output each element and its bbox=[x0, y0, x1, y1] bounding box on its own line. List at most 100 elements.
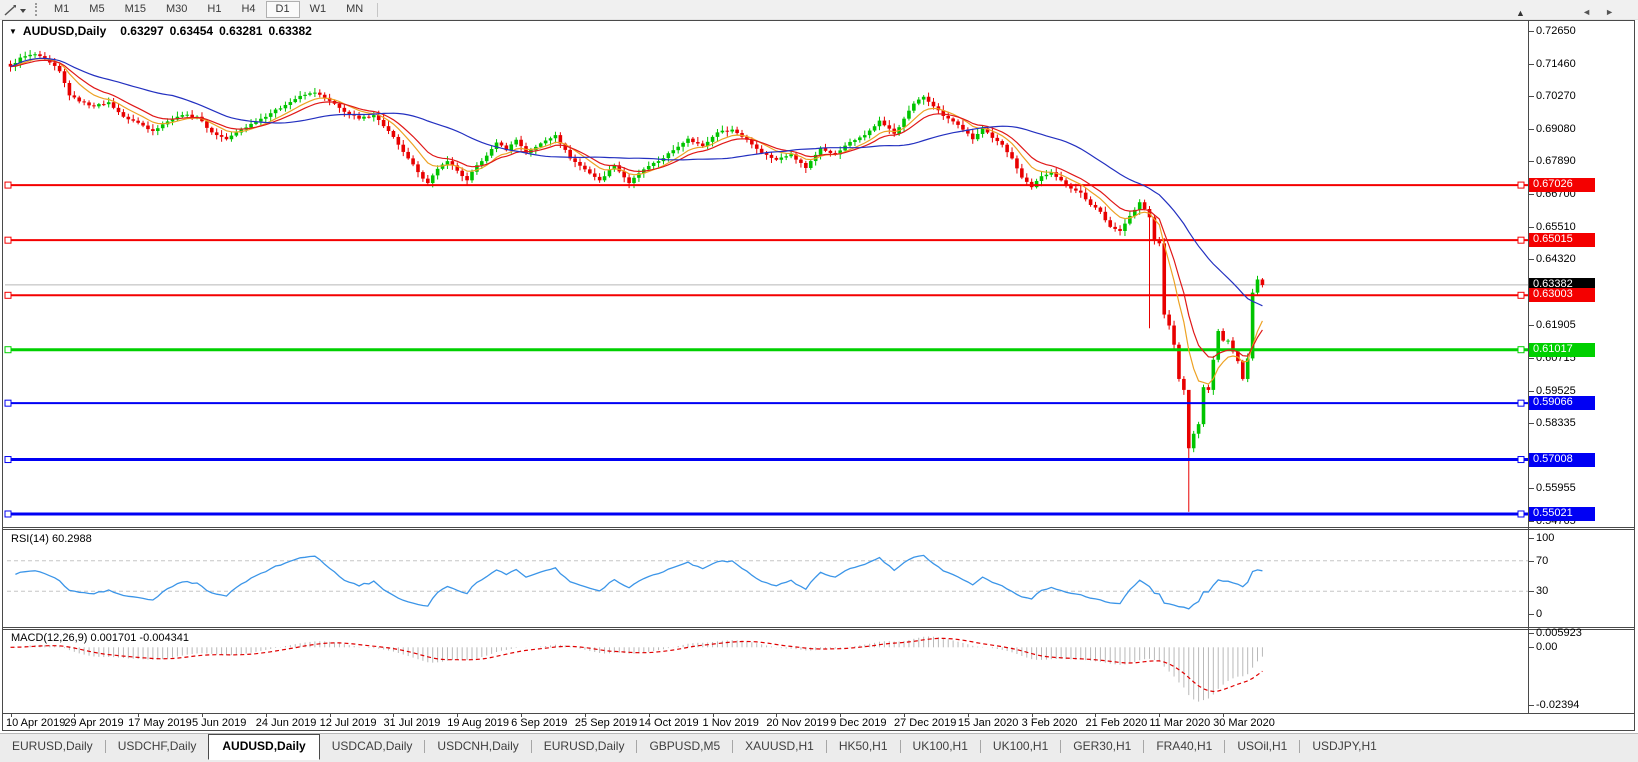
tab-4-usdcnh-daily[interactable]: USDCNH,Daily bbox=[437, 739, 519, 753]
tab-3-usdcad-daily[interactable]: USDCAD,Daily bbox=[331, 739, 413, 753]
candlestick-chart[interactable] bbox=[3, 21, 1528, 526]
candle-body bbox=[966, 129, 970, 134]
candle-body bbox=[1010, 152, 1014, 159]
timeframe-button-h4[interactable]: H4 bbox=[241, 3, 256, 15]
timeframe-button-d1[interactable]: D1 bbox=[265, 1, 300, 18]
line-drag-handle[interactable] bbox=[4, 181, 12, 189]
tab-2-audusd-daily[interactable]: AUDUSD,Daily bbox=[208, 734, 320, 760]
candle-body bbox=[386, 126, 391, 131]
candle-body bbox=[1206, 387, 1211, 390]
tab-8-hk50-h1[interactable]: HK50,H1 bbox=[838, 739, 888, 753]
line-drag-handle[interactable] bbox=[1517, 346, 1525, 354]
line-drag-handle[interactable] bbox=[1517, 399, 1525, 407]
candle-body bbox=[980, 128, 985, 134]
macd-indicator-chart[interactable] bbox=[3, 630, 1528, 712]
candle-body bbox=[97, 104, 101, 107]
timeframe-button-m5[interactable]: M5 bbox=[89, 3, 105, 15]
candle-body bbox=[1172, 325, 1176, 345]
price-tick-mark bbox=[1528, 96, 1534, 98]
price-tick-mark bbox=[1528, 63, 1534, 65]
price-tick-mark bbox=[1528, 259, 1534, 261]
candle-body bbox=[43, 56, 47, 59]
tab-12-fra40-h1[interactable]: FRA40,H1 bbox=[1156, 739, 1213, 753]
candle-body bbox=[583, 165, 587, 170]
tab-5-eurusd-daily[interactable]: EURUSD,Daily bbox=[543, 739, 625, 753]
candle-body bbox=[136, 120, 140, 123]
price-axis-arrow-icon[interactable]: ▲ bbox=[1516, 8, 1525, 18]
line-drag-handle[interactable] bbox=[4, 236, 12, 244]
line-drag-handle[interactable] bbox=[1517, 456, 1525, 464]
ohlc-open: 0.63297 bbox=[120, 24, 164, 38]
candle-body bbox=[691, 138, 695, 143]
candle-body bbox=[77, 97, 82, 102]
rsi-tick-label: 70 bbox=[1536, 554, 1549, 567]
price-tick-label: 0.58335 bbox=[1536, 417, 1576, 430]
candle-body bbox=[509, 144, 514, 151]
panel-divider-main-rsi[interactable] bbox=[3, 527, 1634, 528]
toolbar-grip-handle bbox=[35, 3, 39, 16]
line-drag-handle[interactable] bbox=[1517, 236, 1525, 244]
fast-ma-line bbox=[10, 57, 1263, 385]
tab-13-usoil-h1[interactable]: USOil,H1 bbox=[1237, 739, 1288, 753]
line-drag-handle[interactable] bbox=[4, 510, 12, 518]
candle-body bbox=[224, 136, 229, 140]
line-drag-handle[interactable] bbox=[1517, 510, 1525, 518]
date-tick-mark bbox=[265, 713, 267, 717]
tab-14-usdjpy-h1[interactable]: USDJPY,H1 bbox=[1312, 739, 1377, 753]
candle-body bbox=[1049, 172, 1054, 175]
candle-body bbox=[126, 116, 131, 120]
line-drag-handle[interactable] bbox=[4, 399, 12, 407]
tab-10-uk100-h1[interactable]: UK100,H1 bbox=[992, 739, 1049, 753]
tab-1-usdchf-daily[interactable]: USDCHF,Daily bbox=[117, 739, 197, 753]
panel-divider-rsi-macd[interactable] bbox=[3, 627, 1634, 628]
cursor-tool-dropdown[interactable] bbox=[1, 2, 30, 18]
line-drag-handle[interactable] bbox=[1517, 291, 1525, 299]
date-tick-mark bbox=[776, 713, 778, 717]
tab-scroll-left-icon[interactable]: ◄ bbox=[1582, 7, 1606, 17]
x-axis-date-label: 24 Jun 2019 bbox=[255, 717, 317, 729]
symbol-tab-bar: EURUSD,Daily USDCHF,Daily AUDUSD,Daily USDC… bbox=[0, 733, 1638, 762]
candle-body bbox=[38, 54, 42, 57]
candle-body bbox=[887, 125, 892, 129]
candle-body bbox=[209, 127, 214, 133]
rsi-indicator-chart[interactable] bbox=[3, 530, 1528, 626]
tab-separator bbox=[636, 740, 638, 753]
tab-separator bbox=[1060, 740, 1062, 753]
candle-body bbox=[1255, 279, 1260, 293]
candle-body bbox=[293, 99, 298, 103]
candle-body bbox=[1074, 188, 1078, 191]
line-drag-handle[interactable] bbox=[4, 291, 12, 299]
tab-7-xauusd-h1[interactable]: XAUUSD,H1 bbox=[745, 739, 814, 753]
timeframe-button-w1[interactable]: W1 bbox=[309, 3, 327, 15]
candle-body bbox=[141, 122, 145, 126]
candle-body bbox=[219, 135, 224, 137]
timeframe-button-m30[interactable]: M30 bbox=[165, 3, 188, 15]
chart-title-marker-icon[interactable]: ▼ bbox=[9, 27, 17, 36]
tab-9-uk100-h1[interactable]: UK100,H1 bbox=[912, 739, 968, 753]
candle-body bbox=[185, 114, 190, 116]
x-axis-date-label: 1 Nov 2019 bbox=[702, 717, 759, 729]
candle-body bbox=[1098, 207, 1103, 212]
x-axis-date-label: 27 Dec 2019 bbox=[894, 717, 957, 729]
price-line-badge: 0.63003 bbox=[1529, 288, 1595, 303]
tab-scroll-right-icon[interactable]: ► bbox=[1605, 7, 1628, 17]
tab-11-ger30-h1[interactable]: GER30,H1 bbox=[1073, 739, 1132, 753]
candle-body bbox=[1000, 141, 1005, 145]
timeframe-button-mn[interactable]: MN bbox=[346, 3, 364, 15]
candle-body bbox=[475, 165, 479, 172]
candle-body bbox=[1123, 223, 1127, 231]
timeframe-button-h1[interactable]: H1 bbox=[207, 3, 222, 15]
tab-6-gbpusd-m5[interactable]: GBPUSD,M5 bbox=[649, 739, 721, 753]
line-drag-handle[interactable] bbox=[1517, 181, 1525, 189]
line-drag-handle[interactable] bbox=[4, 346, 12, 354]
timeframe-button-m15[interactable]: M15 bbox=[124, 3, 146, 15]
candle-body bbox=[406, 151, 410, 159]
tab-0-eurusd-daily[interactable]: EURUSD,Daily bbox=[12, 739, 93, 753]
x-axis-date-label: 12 Jul 2019 bbox=[319, 717, 377, 729]
timeframe-button-m1[interactable]: M1 bbox=[54, 3, 70, 15]
rsi-tick-mark bbox=[1528, 560, 1534, 562]
candle-body bbox=[867, 130, 872, 136]
line-drag-handle[interactable] bbox=[4, 456, 12, 464]
price-tick-label: 0.69080 bbox=[1536, 122, 1576, 135]
candle-body bbox=[1015, 158, 1019, 169]
